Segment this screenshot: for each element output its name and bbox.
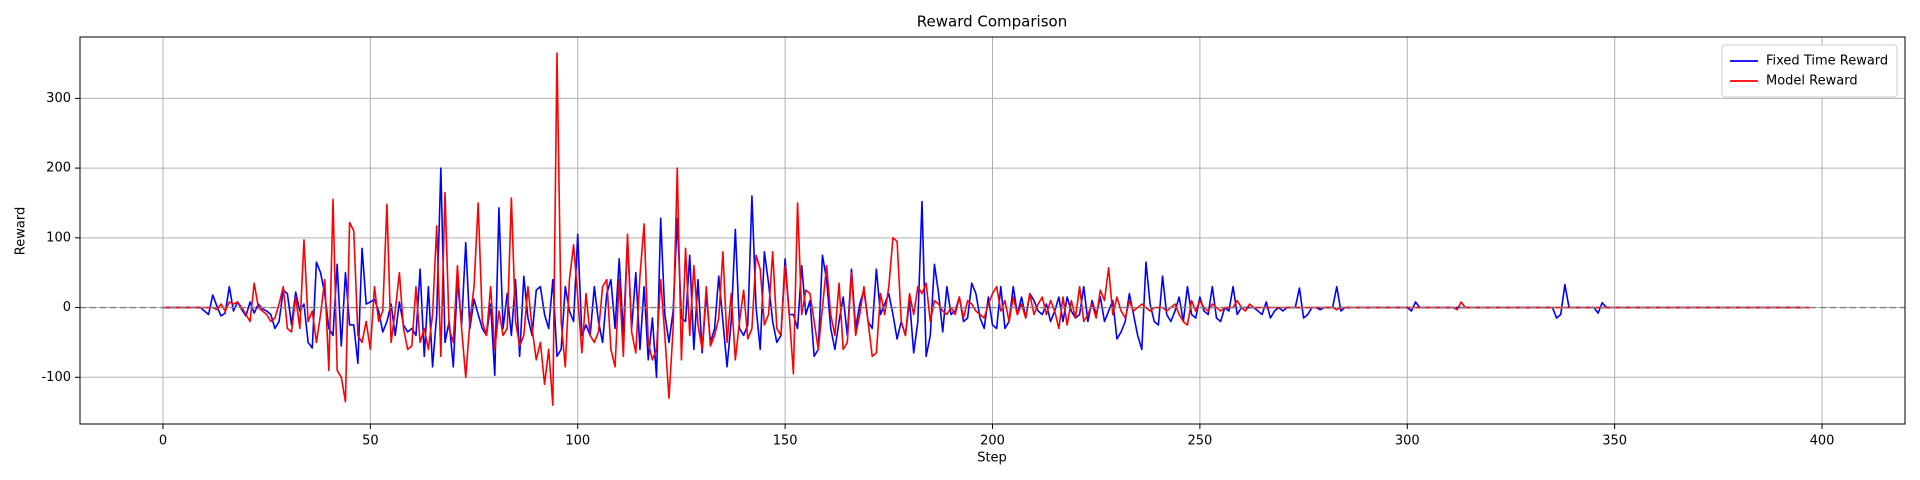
x-tick-label: 150: [773, 434, 798, 449]
y-tick-label: 300: [46, 91, 71, 106]
plot-frame: [79, 36, 1906, 425]
x-tick-label: 300: [1395, 434, 1420, 449]
x-tick-label: 350: [1602, 434, 1627, 449]
chart-title: Reward Comparison: [917, 13, 1067, 31]
legend-label: Model Reward: [1766, 74, 1858, 89]
x-tick-label: 50: [362, 434, 379, 449]
x-tick-label: 400: [1810, 434, 1835, 449]
x-tick-label: 250: [1187, 434, 1212, 449]
x-tick-label: 0: [159, 434, 167, 449]
y-tick-label: -100: [41, 370, 71, 385]
y-axis-label: Reward: [14, 207, 29, 255]
y-tick-label: 0: [63, 300, 71, 315]
legend-label: Fixed Time Reward: [1766, 54, 1888, 69]
y-tick-label: 100: [46, 230, 71, 245]
legend: Fixed Time Reward Model Reward: [1721, 44, 1898, 98]
x-tick-label: 100: [565, 434, 590, 449]
x-axis-label: Step: [977, 451, 1007, 466]
legend-box: [1721, 44, 1898, 98]
x-tick-label: 200: [980, 434, 1005, 449]
y-tick-label: 200: [46, 161, 71, 176]
